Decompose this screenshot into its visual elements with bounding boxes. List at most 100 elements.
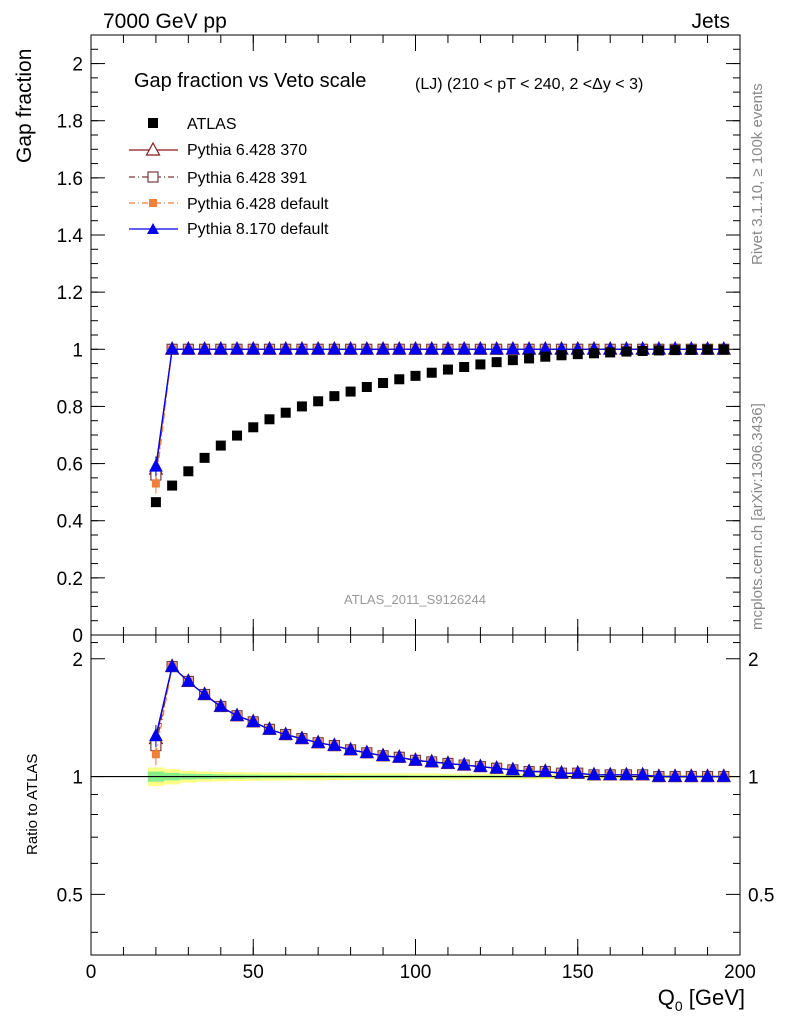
ratio-line-p8def [155,665,724,778]
header-process: Jets [691,10,730,33]
main-point-p8def [278,341,293,355]
main-point-p8def [457,341,472,355]
ratio-point-p8def [473,758,488,772]
legend-marker-p8def [147,223,159,234]
x-axis-label: Q0 [GeV] [658,985,745,1014]
ratio-ytick-label-left: 2 [72,650,83,671]
ratio-point-p8def [684,768,699,782]
main-point-atlas [167,480,178,491]
legend-label-p391: Pythia 6.428 391 [187,170,307,187]
main-point-atlas [215,440,226,451]
main-point-p6def [151,479,160,488]
legend-marker-atlas [148,118,158,128]
ratio-line-p6def [155,665,724,778]
ratio-point-p8def [424,754,439,768]
ratio-point-p8def [441,755,455,769]
main-ytick-label: 0.4 [57,512,84,533]
main-line-p8def [155,348,724,467]
header-energy: 7000 GeV pp [103,10,227,33]
x-tick-label: 100 [400,962,432,983]
ratio-point-p8def [635,767,650,781]
ratio-point-p8def [392,749,407,763]
main-point-atlas [653,345,664,356]
legend-label-p6def: Pythia 6.428 default [187,196,329,213]
x-tick-label: 0 [86,962,97,983]
ratio-line-p370 [155,665,724,778]
main-point-atlas [588,348,599,359]
main-ytick-label: 0.6 [57,455,83,476]
main-point-atlas [313,396,324,407]
main-point-p8def [343,341,358,355]
ratio-point-p8def [149,728,163,742]
ratio-point-p8def [603,767,618,781]
main-point-atlas [718,344,729,355]
main-point-p8def [506,341,520,355]
main-y-label: Gap fraction [13,49,36,163]
ratio-point-p8def [668,768,682,782]
main-point-p8def [165,341,179,355]
legend-entry-p391: Pythia 6.428 391 [129,170,307,187]
ratio-point-p8def [376,748,390,761]
main-point-p8def [441,341,455,355]
main-point-atlas [426,367,437,378]
main-point-p8def [489,341,504,355]
main-ytick-label: 1 [72,340,83,361]
ratio-point-p8def [619,767,634,781]
main-point-atlas [394,374,405,385]
main-point-p8def [327,341,342,355]
x-tick-label: 200 [724,962,756,983]
main-subtitle: (LJ) (210 < pT < 240, 2 <Δy < 3) [415,76,643,93]
main-point-atlas [378,378,389,388]
x-tick-label: 50 [243,962,264,983]
ratio-point-p8def [311,734,325,748]
main-ytick-label: 1.8 [57,112,83,133]
main-point-atlas [702,344,713,355]
main-point-p8def [392,341,407,355]
ratio-point-p8def [359,745,374,758]
main-point-p8def [262,341,277,355]
main-point-atlas [686,344,697,355]
main-series [148,341,732,508]
ratio-series [148,658,732,783]
main-ytick-label: 2 [72,55,83,76]
legend-entry-atlas: ATLAS [148,116,237,133]
ratio-point-p8def [230,707,244,721]
main-point-atlas [264,414,275,425]
ratio-line-p391 [155,665,724,778]
main-point-p8def [295,341,309,355]
main-point-p8def [197,341,212,355]
main-point-atlas [183,466,194,477]
main-line-p370 [155,348,724,470]
ratio-point-p8def [197,686,212,700]
ratio-point-p8def [327,737,342,751]
ratio-point-p8def [457,757,472,771]
main-point-atlas [556,350,567,361]
main-point-atlas [442,364,453,375]
ratio-point-p8def [506,762,520,776]
mcplots-label: mcplots.cern.ch [arXiv:1306.3436] [749,403,766,630]
main-point-atlas [232,430,243,441]
legend-marker-p6def [149,199,157,207]
ratio-point-p8def [262,721,277,735]
ratio-y-label: Ratio to ATLAS [24,754,41,855]
ratio-point-p8def [213,698,228,712]
x-axis-label-main: Q [658,985,675,1010]
ratio-point-p8def [554,765,569,779]
main-point-atlas [475,359,486,370]
ratio-ytick-label-right: 0.5 [748,885,774,906]
main-point-p8def [473,341,488,355]
main-point-p8def [376,341,390,355]
ratio-point-p8def [246,714,261,727]
main-axis-ticks: 0 0.2 0.4 0.6 0.8 1 1.2 1.4 1.6 1.8 2 [57,34,741,647]
main-point-atlas [345,386,356,397]
legend-label-p8def: Pythia 8.170 default [187,221,329,238]
main-point-atlas [361,382,372,392]
main-point-atlas [491,357,502,368]
main-point-atlas [507,355,518,366]
main-point-atlas [199,452,210,463]
legend-label-p370: Pythia 6.428 370 [187,142,307,159]
ratio-point-p8def [570,765,585,779]
main-point-atlas [637,346,648,356]
main-ytick-label: 0.2 [57,569,83,590]
